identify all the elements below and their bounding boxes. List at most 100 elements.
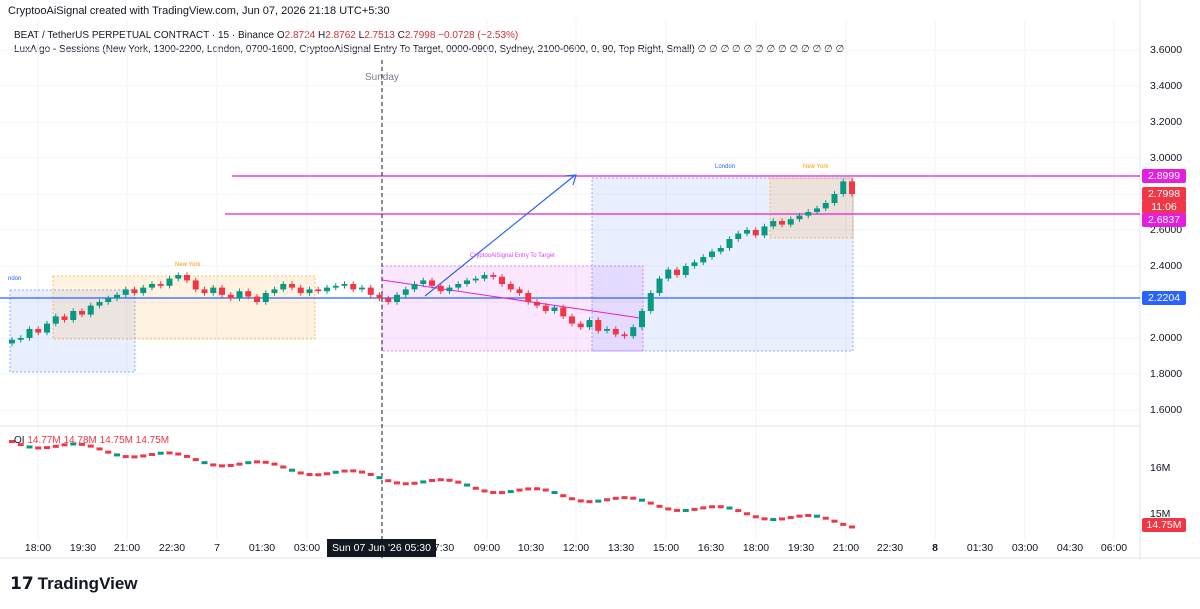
time-tick: 01:30 [248,542,276,554]
candle-body [525,293,532,302]
high-label: H [318,30,326,41]
candles-group [9,178,855,347]
candle-body [306,289,313,293]
candle-body [682,266,689,275]
candle-body [621,334,628,337]
time-tick: 01:30 [966,542,994,554]
oi-bar [201,461,208,465]
price-tick: 3.6000 [1150,44,1183,56]
candle-body [770,221,777,227]
candle-body [726,239,733,248]
candle-body [499,276,505,284]
oi-bar [149,452,155,456]
candle-body [586,320,593,328]
oi-bar [44,446,50,450]
oi-bar [376,476,383,480]
candle-body [26,329,33,338]
time-tick: 7 [214,542,220,554]
candle-body [227,294,234,299]
candle-body [551,307,558,311]
price-tick: 2.0000 [1150,332,1183,344]
oi-axis-tick: 15M [1150,508,1171,520]
candle-body [429,280,435,286]
candle-body [192,280,199,290]
oi-bar [394,481,400,485]
oi-bar [140,454,147,458]
oi-bar [271,462,278,466]
time-tick: 03:00 [1011,542,1039,554]
oi-value: 14.75M [135,435,170,446]
oi-bar [700,506,707,510]
time-tick: 13:30 [607,542,635,554]
candle-body [805,212,812,216]
oi-bar [490,490,497,494]
oi-bar [402,482,409,486]
time-tick: 18:00 [24,542,52,554]
candle-body [420,280,427,284]
oi-bar [726,506,733,510]
tradingview-logo[interactable]: 𝟭𝟳 TradingView [10,574,138,594]
oi-bar [210,463,217,467]
time-tick: 22:30 [876,542,904,554]
oi-bar [656,504,663,508]
oi-bar [455,480,462,484]
candle-body [166,278,173,286]
candle-body [402,289,409,295]
open-label: O [276,30,285,41]
oi-bar [262,460,269,464]
oi-bar [289,468,295,472]
oi-bar [787,516,794,520]
time-tick: 21:00 [832,542,860,554]
oi-bar [324,472,330,476]
time-tick: 06:00 [1100,542,1128,554]
candle-body [595,320,602,331]
candle-body [52,316,59,324]
candle-body [647,293,654,311]
candle-body [35,329,42,333]
change-value: −0.0728 (−2.53%) [438,30,519,41]
oi-bar [341,469,348,473]
candle-body [665,269,672,279]
time-tick: 12:00 [562,542,590,554]
chart-credit: CryptooAiSignal created with TradingView… [8,5,390,17]
candle-body [271,289,278,293]
oi-bar [26,445,33,449]
oi-bar [219,464,225,468]
candle-body [814,208,820,212]
time-tick: 04:30 [1056,542,1084,554]
candle-body [542,305,549,311]
candle-body [210,287,217,293]
oi-axis-tick: 16M [1150,462,1171,474]
candle-body [735,233,742,239]
oi-bar [367,472,374,476]
oi-bar [297,471,304,475]
candle-body [157,284,164,286]
oi-bar [569,497,575,501]
oi-bar [122,455,129,459]
price-tag-blue-line: 2.2204 [1142,291,1186,305]
oi-bar [157,451,164,455]
candle-body [630,327,637,337]
oi-bar [525,487,532,491]
candle-body [184,275,190,281]
oi-bar [709,505,715,509]
time-tick: 7:30 [433,542,455,554]
close-label: C [397,30,405,41]
magenta-trendline [381,279,641,319]
candle-body [87,305,94,315]
price-tick: 3.4000 [1150,80,1183,92]
oi-legend[interactable]: OI 14.77M 14.78M 14.75M 14.75M [14,435,169,446]
candle-body [201,289,208,293]
low-label: L [358,30,365,41]
oi-bar [752,515,759,519]
candle-body [761,226,768,236]
symbol-legend: BEAT / TetherUS PERPETUAL CONTRACT · 15 … [14,30,518,41]
session-newyork-left [52,275,316,340]
candle-body [656,278,663,293]
oi-value: 14.78M [63,435,97,446]
oi-tag: 14.75M [1142,518,1186,532]
symbol-title[interactable]: BEAT / TetherUS PERPETUAL CONTRACT · 15 … [14,30,275,41]
session-newyork-right [769,177,854,239]
low-value: 2.7513 [364,30,395,41]
